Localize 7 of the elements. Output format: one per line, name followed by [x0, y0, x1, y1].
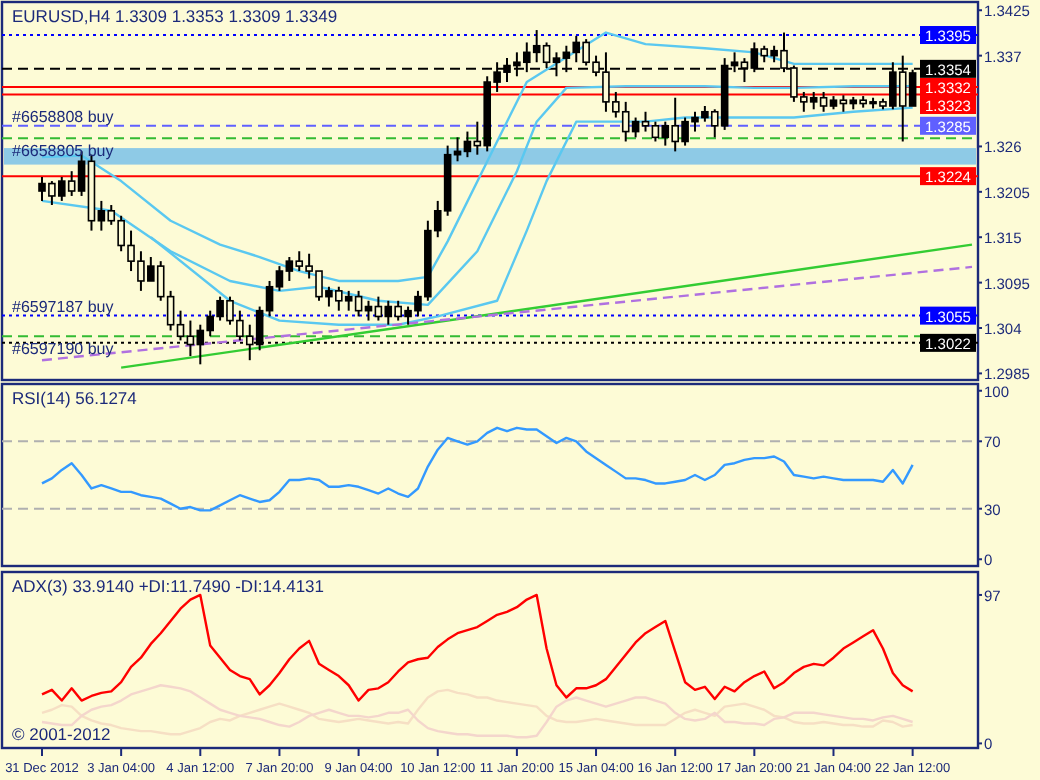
chart-title: ADX(3) 33.9140 +DI:11.7490 -DI:14.4131 — [12, 576, 325, 596]
annotation: © 2001-2012 — [12, 724, 112, 744]
chart-title: RSI(14) 56.1274 — [12, 388, 138, 408]
annotation: #6597190 buy — [12, 340, 114, 359]
annotation: #6597187 buy — [12, 297, 114, 316]
annotation: #6658808 buy — [12, 107, 114, 126]
chart-title: EURUSD,H4 1.3309 1.3353 1.3309 1.3349 — [12, 6, 338, 26]
